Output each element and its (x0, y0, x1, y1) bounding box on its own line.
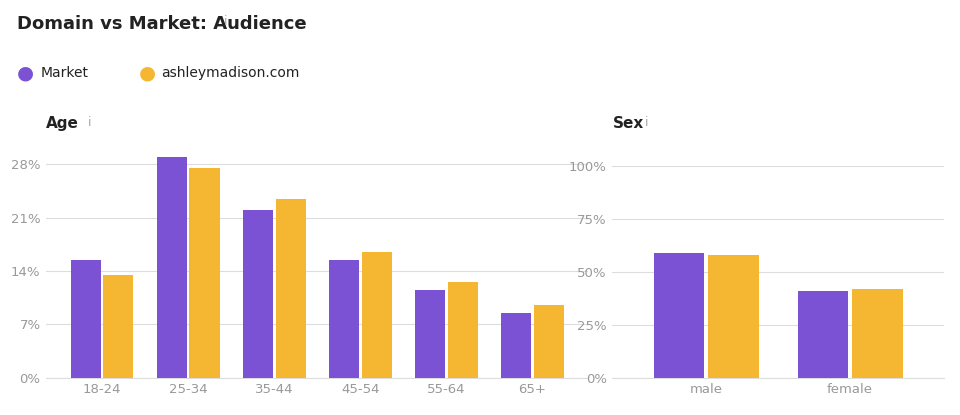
Text: i: i (88, 116, 92, 129)
Bar (447, 282, 478, 378)
Bar (708, 255, 758, 378)
Text: Age: Age (46, 116, 79, 131)
Bar (71, 259, 101, 378)
Text: Domain vs Market: Audience: Domain vs Market: Audience (17, 15, 307, 32)
Text: ●: ● (17, 63, 35, 82)
Text: ashleymadison.com: ashleymadison.com (161, 66, 300, 80)
Bar (654, 253, 704, 378)
Bar (104, 275, 133, 378)
Text: Sex: Sex (612, 116, 644, 131)
Text: Market: Market (40, 66, 88, 80)
Bar (243, 210, 273, 378)
Bar (189, 168, 220, 378)
Text: ●: ● (139, 63, 156, 82)
Bar (276, 199, 305, 378)
Text: i: i (645, 116, 649, 129)
Bar (798, 291, 848, 378)
Bar (362, 252, 392, 378)
Bar (329, 259, 359, 378)
Bar (415, 290, 445, 378)
Text: i: i (224, 15, 228, 27)
Bar (156, 157, 187, 378)
Bar (852, 289, 902, 378)
Bar (534, 305, 564, 378)
Bar (501, 313, 531, 378)
